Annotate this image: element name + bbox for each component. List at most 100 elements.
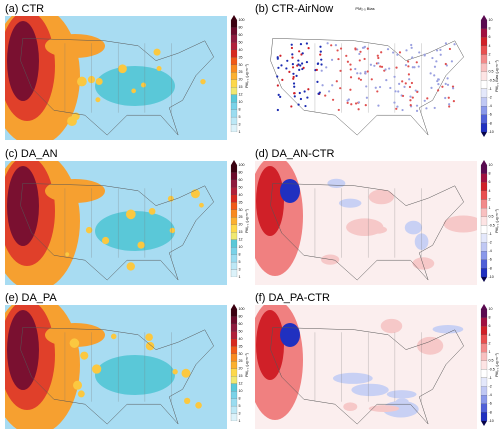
map bbox=[255, 16, 477, 140]
site bbox=[357, 101, 361, 104]
colorbar-tick-label: -8 bbox=[489, 410, 492, 414]
site bbox=[423, 99, 426, 102]
site bbox=[439, 48, 442, 51]
site bbox=[366, 70, 369, 73]
colorbar-tick-label: -10 bbox=[489, 275, 494, 279]
colorbar-box bbox=[480, 45, 488, 55]
site bbox=[339, 47, 343, 50]
panel: (b) CTR-AirNow PM₂.₅ Bias 10 8 6 4 2 1 0.5 -0.5 -1… bbox=[255, 3, 499, 140]
diff bbox=[338, 198, 362, 208]
colorbar-tick-label: -0.5 bbox=[489, 78, 495, 82]
site bbox=[444, 42, 448, 45]
site bbox=[290, 43, 293, 46]
colorbar-box bbox=[480, 377, 488, 387]
panel-title: (b) CTR-AirNow bbox=[255, 3, 333, 15]
colorbar-box bbox=[230, 72, 238, 80]
hotspot bbox=[199, 202, 204, 208]
colorbar-tick-label: 15 bbox=[239, 374, 243, 378]
panel-title: (a) CTR bbox=[5, 3, 44, 15]
site bbox=[292, 72, 295, 75]
site bbox=[378, 85, 382, 89]
site bbox=[395, 66, 398, 69]
site bbox=[365, 96, 368, 99]
colorbar-tick-label: 40 bbox=[239, 48, 243, 52]
colorbar-tick-label: -4 bbox=[489, 249, 492, 253]
site bbox=[429, 72, 432, 75]
colorbar-box bbox=[230, 202, 238, 210]
site bbox=[377, 56, 380, 60]
site bbox=[411, 96, 414, 99]
colorbar-tick-label: 20 bbox=[239, 223, 243, 227]
site bbox=[446, 77, 449, 80]
hotspot bbox=[92, 364, 102, 374]
colorbar-box bbox=[480, 190, 488, 200]
smoke bbox=[7, 21, 39, 101]
colorbar-tick-label: 10 bbox=[489, 18, 493, 22]
colorbar-box bbox=[230, 172, 238, 181]
site bbox=[331, 98, 335, 101]
colorbar-box bbox=[230, 368, 238, 377]
site bbox=[349, 68, 352, 71]
site bbox=[410, 46, 413, 49]
colorbar-arrow bbox=[231, 304, 237, 309]
site bbox=[358, 59, 361, 62]
colorbar-box bbox=[230, 209, 238, 218]
hotspot bbox=[69, 338, 80, 348]
colorbar-tick-label: -10 bbox=[489, 419, 494, 423]
site bbox=[277, 93, 280, 96]
site bbox=[396, 105, 399, 108]
colorbar-box bbox=[230, 109, 238, 118]
colorbar-tick-label: 50 bbox=[239, 185, 243, 189]
colorbar-box bbox=[230, 353, 238, 362]
colorbar-box bbox=[230, 316, 238, 325]
colorbar-tick-label: -4 bbox=[489, 104, 492, 108]
colorbar-tick-label: 30 bbox=[239, 352, 243, 356]
coastline bbox=[20, 327, 214, 425]
colorbar-tick-label: 6 bbox=[489, 324, 491, 328]
hotspot bbox=[195, 402, 202, 409]
site bbox=[417, 65, 420, 68]
colorbar-tick-label: 60 bbox=[239, 33, 243, 37]
site bbox=[414, 89, 417, 92]
hotspot bbox=[101, 236, 110, 245]
colorbar-arrow bbox=[231, 421, 237, 426]
site bbox=[319, 53, 322, 56]
hotspot bbox=[67, 116, 77, 127]
colorbar-box bbox=[480, 412, 488, 422]
hotspot bbox=[131, 211, 136, 216]
colorbar-box bbox=[480, 233, 488, 243]
site bbox=[290, 46, 294, 50]
site bbox=[395, 107, 398, 110]
site bbox=[415, 109, 419, 112]
map bbox=[5, 161, 227, 285]
colorbar-box bbox=[480, 259, 488, 269]
site bbox=[276, 108, 279, 112]
smoke bbox=[7, 166, 39, 246]
site bbox=[334, 44, 338, 47]
colorbar-tick-label: 5 bbox=[239, 260, 241, 264]
colorbar-box bbox=[480, 199, 488, 209]
colorbar-tick-label: 100 bbox=[239, 18, 245, 22]
site bbox=[280, 64, 283, 67]
colorbar-tick-label: 8 bbox=[239, 397, 241, 401]
site bbox=[298, 50, 301, 53]
site bbox=[359, 78, 363, 81]
colorbar-tick-label: 12 bbox=[239, 93, 243, 97]
site bbox=[410, 81, 414, 85]
hotspot bbox=[77, 390, 85, 398]
colorbar-tick-label: 10 bbox=[239, 245, 243, 249]
site bbox=[444, 62, 447, 66]
colorbar-box bbox=[230, 232, 238, 240]
site bbox=[293, 92, 296, 95]
colorbar-tick-label: 0.5 bbox=[489, 70, 494, 74]
colorbar-arrow bbox=[231, 132, 237, 137]
colorbar-tick-label: 4 bbox=[489, 333, 491, 337]
hotspot bbox=[153, 48, 161, 56]
colorbar-box bbox=[230, 42, 238, 50]
site bbox=[385, 79, 388, 82]
site bbox=[316, 80, 319, 83]
panel-title: (f) DA_PA-CTR bbox=[255, 292, 330, 304]
colorbar-box bbox=[480, 182, 488, 191]
